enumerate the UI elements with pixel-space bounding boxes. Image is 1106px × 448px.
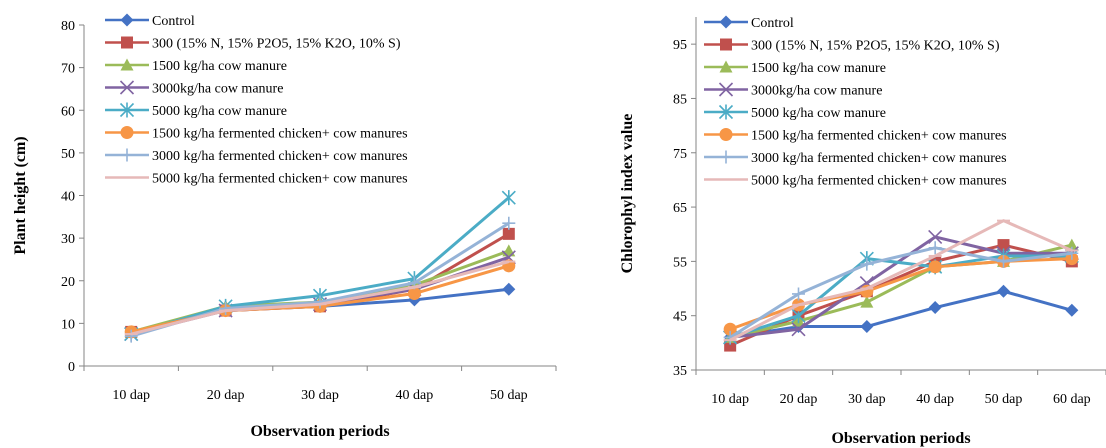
x-tick-label: 50 dap bbox=[490, 388, 528, 403]
legend: Control 300 (15% N, 15% P2O5, 15% K2O, 10… bbox=[704, 15, 1007, 189]
legend-label: Control bbox=[751, 16, 794, 31]
series-7 bbox=[124, 260, 516, 336]
legend-marker bbox=[120, 126, 134, 139]
legend-label: 1500 kg/ha cow manure bbox=[751, 61, 886, 76]
legend-marker bbox=[120, 13, 134, 27]
data-point bbox=[997, 254, 1010, 268]
data-point bbox=[407, 287, 421, 301]
data-point bbox=[860, 257, 874, 271]
x-tick-label: 10 dap bbox=[711, 392, 749, 407]
legend-label: 3000 kg/ha fermented chicken+ cow manure… bbox=[152, 149, 408, 164]
legend-label: 3000kg/ha cow manure bbox=[152, 82, 283, 97]
data-point bbox=[1065, 303, 1079, 317]
data-point bbox=[502, 216, 516, 230]
series-line bbox=[729, 257, 1072, 331]
y-tick-label: 20 bbox=[61, 275, 75, 290]
data-point bbox=[723, 322, 737, 336]
x-axis-title: Observation periods bbox=[250, 423, 389, 440]
legend-label: 300 (15% N, 15% P2O5, 15% K2O, 10% S) bbox=[751, 39, 1000, 54]
y-tick-label: 75 bbox=[673, 147, 687, 162]
series-line bbox=[729, 235, 1072, 339]
data-point bbox=[791, 322, 806, 337]
data-point bbox=[501, 190, 516, 206]
series-7 bbox=[723, 219, 1079, 342]
y-tick-label: 80 bbox=[61, 19, 75, 34]
x-tick-label: 40 dap bbox=[396, 388, 434, 403]
x-tick-label: 60 dap bbox=[1053, 392, 1091, 407]
plant-height-chart: 0 10 20 30 40 50 60 70 80 10 dap 20 dap 30 dap 40 da… bbox=[12, 13, 557, 440]
legend-label: 5000 kg/ha cow manure bbox=[152, 104, 287, 119]
data-point bbox=[502, 227, 515, 240]
legend-marker bbox=[718, 104, 734, 120]
y-tick-label: 10 bbox=[61, 317, 75, 332]
legend-label: 1500 kg/ha fermented chicken+ cow manure… bbox=[152, 127, 408, 142]
x-tick-label: 20 dap bbox=[207, 388, 245, 403]
legend-marker bbox=[719, 15, 733, 29]
legend-label: 5000 kg/ha fermented chicken+ cow manure… bbox=[152, 172, 408, 187]
data-point bbox=[124, 329, 138, 343]
data-point bbox=[928, 229, 943, 245]
y-tick-label: 85 bbox=[673, 92, 687, 107]
x-axis-title: Observation periods bbox=[831, 430, 970, 447]
legend-marker bbox=[720, 38, 732, 51]
legend-label: 3000 kg/ha fermented chicken+ cow manure… bbox=[751, 151, 1007, 166]
data-point bbox=[928, 241, 942, 255]
x-tick-label: 10 dap bbox=[112, 388, 150, 403]
y-tick-label: 95 bbox=[673, 38, 687, 53]
legend-marker bbox=[719, 60, 733, 73]
legend-marker bbox=[119, 80, 135, 95]
series-line bbox=[729, 289, 1073, 339]
series-line bbox=[729, 254, 1072, 339]
y-tick-label: 50 bbox=[61, 147, 75, 162]
legend-label: 300 (15% N, 15% P2O5, 15% K2O, 10% S) bbox=[152, 37, 401, 52]
legend: Control 300 (15% N, 15% P2O5, 15% K2O, 10… bbox=[105, 13, 408, 187]
data-point bbox=[502, 244, 516, 257]
series-6 bbox=[723, 241, 1079, 344]
legend-label: 1500 kg/ha cow manure bbox=[152, 59, 287, 74]
legend-marker bbox=[119, 102, 135, 118]
data-point bbox=[928, 301, 942, 315]
legend-label: Control bbox=[152, 14, 195, 29]
series-line bbox=[729, 246, 1073, 339]
data-point bbox=[502, 282, 516, 296]
series-line bbox=[729, 219, 1073, 342]
x-tick-label: 30 dap bbox=[301, 388, 339, 403]
legend-marker bbox=[121, 36, 133, 49]
y-tick-label: 65 bbox=[673, 201, 687, 216]
y-tick-label: 30 bbox=[61, 232, 75, 247]
y-tick-label: 55 bbox=[673, 255, 687, 270]
x-tick-label: 20 dap bbox=[780, 392, 818, 407]
x-tick-label: 50 dap bbox=[985, 392, 1023, 407]
data-point bbox=[219, 301, 233, 315]
y-tick-label: 0 bbox=[68, 360, 75, 375]
y-axis-title: Plant height (cm) bbox=[12, 136, 29, 254]
data-point bbox=[997, 284, 1010, 298]
x-tick-label: 40 dap bbox=[916, 392, 954, 407]
legend-marker bbox=[719, 150, 733, 164]
y-tick-label: 35 bbox=[673, 364, 687, 379]
data-point bbox=[860, 320, 874, 334]
legend-marker bbox=[120, 148, 134, 162]
data-point bbox=[792, 287, 805, 301]
legend-label: 3000kg/ha cow manure bbox=[751, 84, 882, 99]
y-tick-label: 40 bbox=[61, 190, 75, 205]
y-tick-label: 60 bbox=[61, 104, 75, 119]
x-tick-label: 30 dap bbox=[848, 392, 886, 407]
legend-marker bbox=[120, 58, 134, 71]
legend-label: 5000 kg/ha fermented chicken+ cow manure… bbox=[751, 174, 1007, 189]
y-tick-label: 45 bbox=[673, 310, 687, 325]
y-tick-label: 70 bbox=[61, 62, 75, 77]
legend-marker bbox=[719, 128, 733, 141]
legend-marker bbox=[718, 82, 734, 97]
legend-label: 5000 kg/ha cow manure bbox=[751, 106, 886, 121]
chlorophyll-index-chart: 35 45 55 65 75 85 95 10 dap 20 dap 30 dap 40 dap 50… bbox=[619, 15, 1106, 447]
data-point bbox=[860, 295, 874, 308]
data-point bbox=[997, 239, 1010, 252]
y-axis-title: Chlorophyl index value bbox=[619, 114, 636, 274]
data-point bbox=[928, 260, 942, 274]
legend-label: 1500 kg/ha fermented chicken+ cow manure… bbox=[751, 129, 1007, 144]
